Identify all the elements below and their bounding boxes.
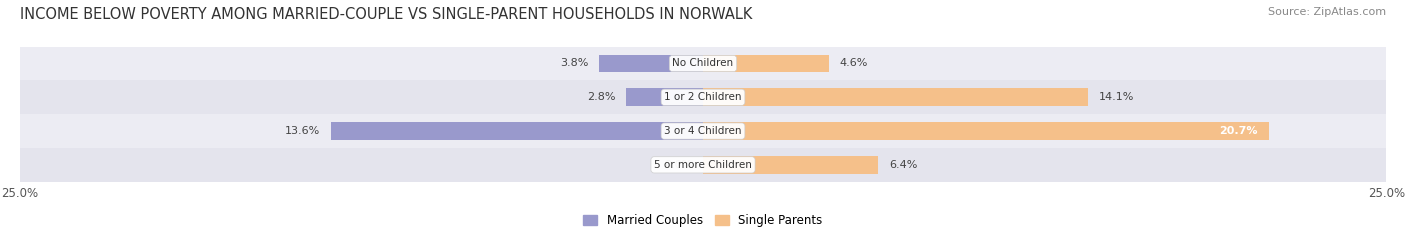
Text: No Children: No Children xyxy=(672,58,734,69)
Text: INCOME BELOW POVERTY AMONG MARRIED-COUPLE VS SINGLE-PARENT HOUSEHOLDS IN NORWALK: INCOME BELOW POVERTY AMONG MARRIED-COUPL… xyxy=(20,7,752,22)
Bar xyxy=(703,156,877,174)
Text: 3 or 4 Children: 3 or 4 Children xyxy=(664,126,742,136)
Text: Source: ZipAtlas.com: Source: ZipAtlas.com xyxy=(1268,7,1386,17)
Bar xyxy=(20,47,1386,80)
Bar xyxy=(703,55,828,72)
Text: 2.8%: 2.8% xyxy=(588,92,616,102)
Bar xyxy=(20,80,1386,114)
Text: 6.4%: 6.4% xyxy=(889,160,917,170)
Bar xyxy=(332,122,703,140)
Bar xyxy=(20,114,1386,148)
Text: 0.0%: 0.0% xyxy=(664,160,692,170)
Text: 1 or 2 Children: 1 or 2 Children xyxy=(664,92,742,102)
Bar xyxy=(703,122,1268,140)
Text: 13.6%: 13.6% xyxy=(285,126,321,136)
Bar xyxy=(627,89,703,106)
Text: 5 or more Children: 5 or more Children xyxy=(654,160,752,170)
Text: 3.8%: 3.8% xyxy=(560,58,588,69)
Bar xyxy=(20,148,1386,182)
Text: 20.7%: 20.7% xyxy=(1219,126,1258,136)
Legend: Married Couples, Single Parents: Married Couples, Single Parents xyxy=(583,214,823,227)
Bar xyxy=(703,89,1088,106)
Bar xyxy=(599,55,703,72)
Text: 4.6%: 4.6% xyxy=(839,58,868,69)
Text: 14.1%: 14.1% xyxy=(1099,92,1135,102)
